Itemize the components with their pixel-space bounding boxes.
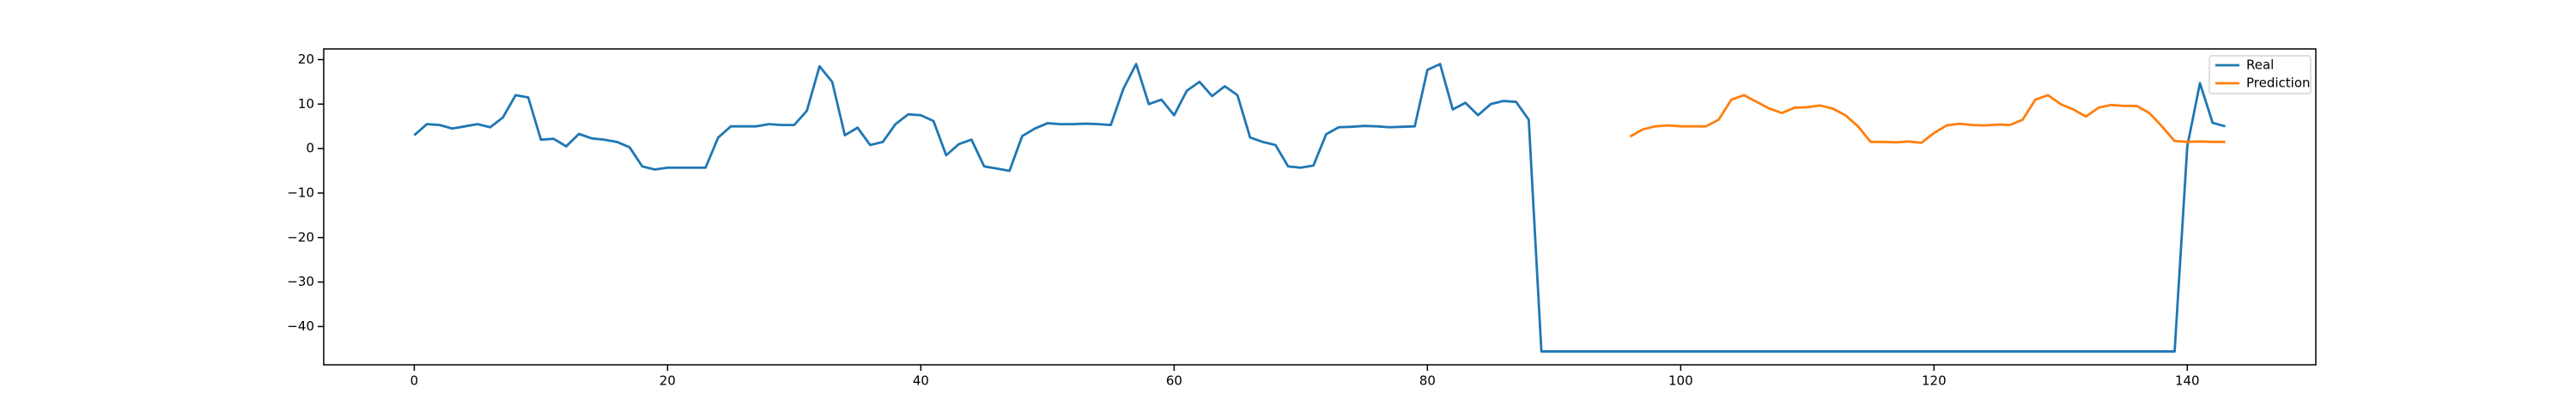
y-tick-label: −40 xyxy=(287,318,314,334)
legend-label: Prediction xyxy=(2246,76,2311,91)
data-line xyxy=(1629,94,2226,144)
x-tick-label: 40 xyxy=(913,373,929,389)
x-tick-label: 0 xyxy=(410,373,419,389)
legend: Real Prediction xyxy=(2208,55,2312,94)
x-tick-label: 20 xyxy=(659,373,676,389)
x-tick-label: 100 xyxy=(1668,373,1693,389)
x-tick-label: 60 xyxy=(1166,373,1182,389)
y-tick-label: 10 xyxy=(298,96,314,112)
y-tick-label: −20 xyxy=(287,229,314,245)
y-tick-label: −30 xyxy=(287,274,314,289)
x-tick-label: 140 xyxy=(2175,373,2200,389)
y-tick-label: 0 xyxy=(306,141,314,156)
data-line xyxy=(413,63,2226,353)
plot-frame xyxy=(323,48,2317,366)
y-tick-label: 20 xyxy=(298,52,314,67)
x-tick-label: 120 xyxy=(1922,373,1947,389)
legend-label: Real xyxy=(2246,58,2274,73)
y-tick-label: −10 xyxy=(287,185,314,200)
x-tick-label: 80 xyxy=(1419,373,1436,389)
